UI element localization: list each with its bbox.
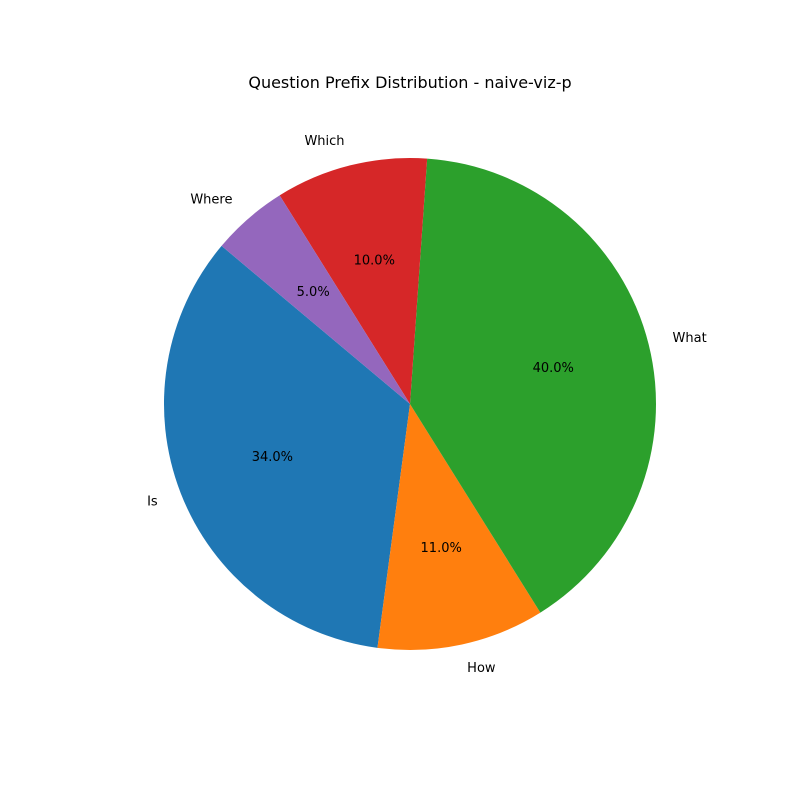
chart-title: Question Prefix Distribution - naive-viz…	[248, 73, 571, 92]
percent-labels: 34.0% 11.0% 40.0% 10.0% 5.0%	[252, 253, 574, 555]
percent-label-how: 11.0%	[421, 541, 462, 556]
slice-label-how: How	[467, 661, 496, 676]
percent-label-which: 10.0%	[354, 253, 395, 268]
slice-label-what: What	[673, 331, 707, 346]
slice-which	[279, 158, 428, 404]
slice-label-which: Which	[304, 134, 344, 149]
slice-where	[221, 195, 410, 404]
percent-label-what: 40.0%	[533, 361, 574, 376]
slice-how	[377, 404, 541, 651]
slice-what	[410, 158, 656, 613]
slice-label-is: Is	[147, 494, 158, 509]
percent-label-where: 5.0%	[297, 285, 330, 300]
slice-is	[163, 245, 410, 648]
percent-label-is: 34.0%	[252, 450, 293, 465]
slice-label-where: Where	[190, 192, 232, 207]
slice-labels: Is How What Which Where	[147, 134, 707, 676]
pie-slices	[163, 158, 656, 651]
